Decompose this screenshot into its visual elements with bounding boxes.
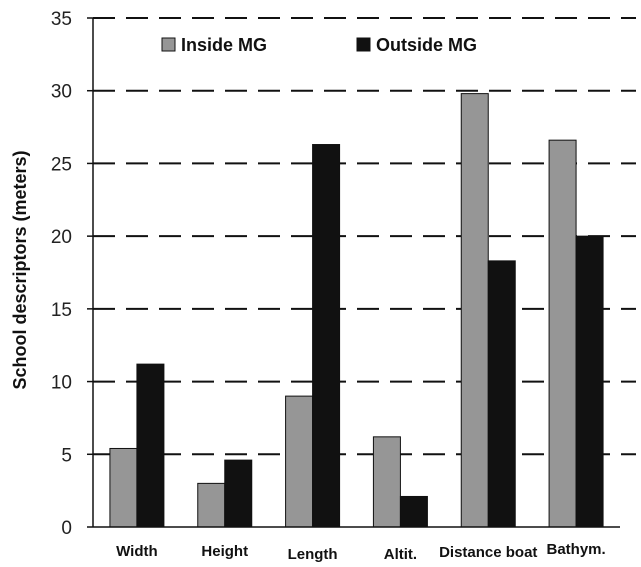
bar-inside-5 bbox=[548, 139, 577, 528]
y-tick-label: 0 bbox=[61, 518, 72, 539]
legend-swatch bbox=[356, 37, 371, 52]
y-tick-label: 30 bbox=[51, 82, 72, 103]
x-tick-label: Length bbox=[288, 546, 338, 563]
y-tick-label: 35 bbox=[51, 9, 72, 30]
bar-inside-3 bbox=[372, 436, 401, 528]
bar-inside-0 bbox=[109, 447, 138, 528]
bar-outside-1 bbox=[224, 459, 253, 528]
legend-swatch bbox=[161, 37, 176, 52]
y-tick-label: 25 bbox=[51, 154, 72, 175]
x-tick-label: Bathym. bbox=[546, 541, 605, 558]
x-tick-labels: Width Height Length Altit. Distance boat Bath… bbox=[116, 541, 606, 563]
gridlines bbox=[93, 17, 636, 456]
legend: Inside MG Outside MG bbox=[161, 35, 477, 55]
y-tick-label: 10 bbox=[51, 373, 72, 394]
x-tick-label: Distance boat bbox=[439, 544, 537, 561]
bar-inside-1 bbox=[197, 482, 226, 528]
bar-outside-4 bbox=[487, 260, 516, 528]
bar-inside-4 bbox=[460, 93, 489, 528]
x-tick-label: Width bbox=[116, 543, 158, 560]
bars bbox=[109, 93, 604, 528]
y-tick-labels: 0 5 10 15 20 25 30 35 bbox=[51, 9, 93, 539]
y-tick-label: 20 bbox=[51, 227, 72, 248]
bar-outside-3 bbox=[399, 495, 428, 528]
bar-outside-0 bbox=[136, 363, 165, 528]
legend-label: Inside MG bbox=[181, 35, 267, 55]
bar-outside-2 bbox=[312, 144, 341, 528]
y-axis-label: School descriptors (meters) bbox=[10, 150, 30, 389]
x-tick-label: Altit. bbox=[384, 546, 417, 563]
bar-inside-2 bbox=[285, 395, 314, 528]
y-tick-label: 15 bbox=[51, 300, 72, 321]
y-tick-label: 5 bbox=[61, 445, 72, 466]
legend-label: Outside MG bbox=[376, 35, 477, 55]
x-tick-label: Height bbox=[201, 543, 248, 560]
axes bbox=[92, 18, 620, 528]
bar-outside-5 bbox=[575, 235, 604, 528]
